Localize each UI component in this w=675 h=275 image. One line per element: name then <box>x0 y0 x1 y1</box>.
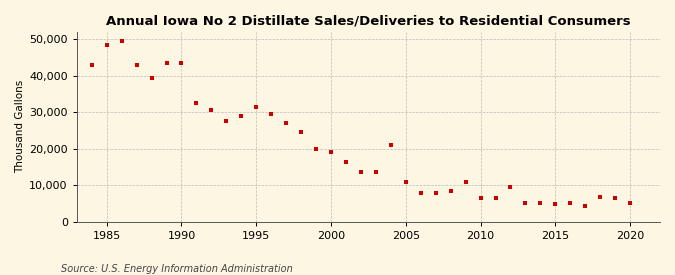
Text: Source: U.S. Energy Information Administration: Source: U.S. Energy Information Administ… <box>61 264 292 274</box>
Title: Annual Iowa No 2 Distillate Sales/Deliveries to Residential Consumers: Annual Iowa No 2 Distillate Sales/Delive… <box>106 15 630 28</box>
Y-axis label: Thousand Gallons: Thousand Gallons <box>15 80 25 174</box>
